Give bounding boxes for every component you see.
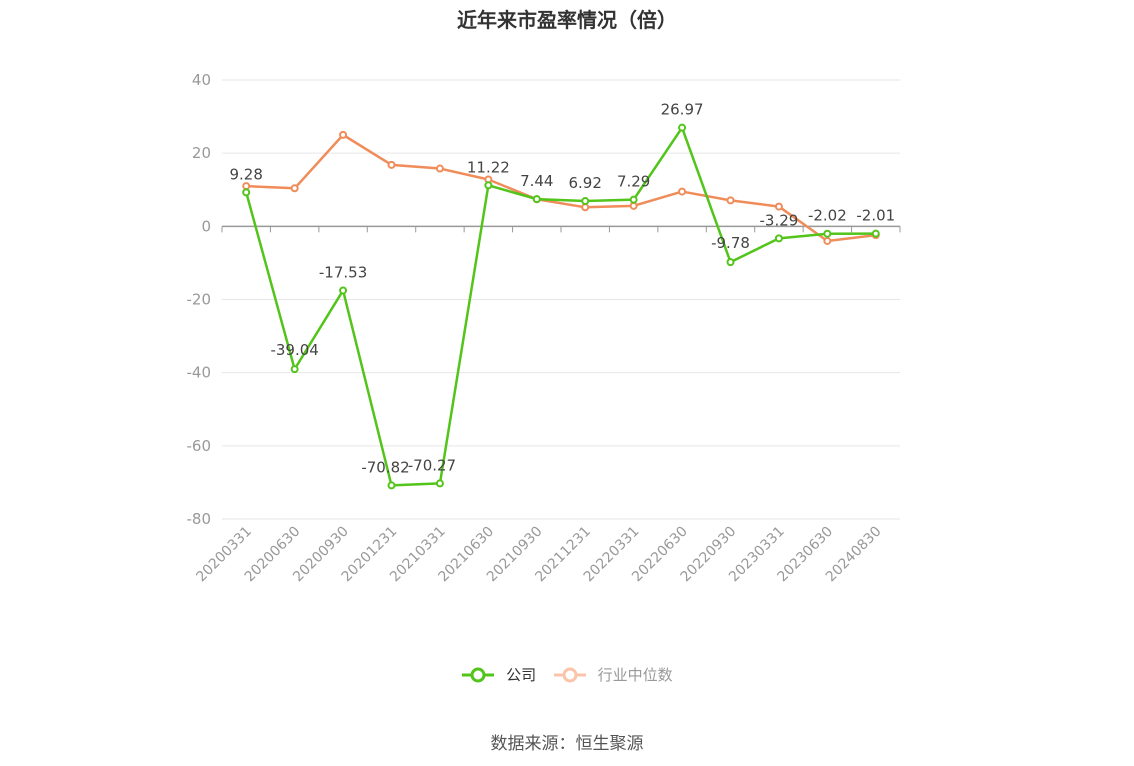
legend-swatch-company	[462, 667, 495, 682]
legend-swatch-industry-median	[553, 667, 586, 682]
y-tick-label: 40	[192, 71, 211, 89]
series-line-industry-median	[246, 133, 876, 243]
data-label: -39.04	[270, 341, 318, 359]
data-label: -9.78	[711, 234, 750, 252]
data-point-industry-median	[387, 160, 396, 169]
data-point-industry-median	[339, 130, 348, 139]
data-label: 26.97	[661, 101, 704, 119]
y-tick-label: -40	[187, 364, 212, 382]
legend-item-industry-median[interactable]: 行业中位数	[553, 664, 673, 685]
data-point-industry-median	[581, 203, 590, 212]
y-tick-label: -20	[187, 291, 212, 309]
legend-label-industry-median: 行业中位数	[597, 666, 673, 684]
series-line-company	[245, 126, 876, 487]
data-point-company	[871, 229, 880, 238]
data-point-industry-median	[678, 187, 687, 196]
data-point-company	[339, 286, 348, 295]
data-label: 7.44	[520, 172, 553, 190]
data-point-company	[290, 365, 299, 374]
data-point-company	[484, 181, 493, 190]
legend-item-company[interactable]: 公司	[461, 664, 536, 685]
legend-label-company: 公司	[506, 666, 537, 684]
legend: 公司 行业中位数	[0, 664, 1134, 685]
data-label: 7.29	[617, 173, 650, 191]
data-label: -17.53	[319, 263, 367, 281]
data-label: -2.02	[808, 207, 847, 225]
data-point-industry-median	[774, 202, 783, 211]
data-label: -3.29	[760, 211, 799, 229]
data-point-company	[435, 479, 444, 488]
data-point-industry-median	[629, 201, 638, 210]
data-label: 9.28	[230, 165, 263, 183]
y-tick-label: -80	[187, 510, 212, 528]
data-point-industry-median	[290, 184, 299, 193]
data-label: -70.82	[361, 458, 409, 476]
source-note: 数据来源：恒生聚源	[490, 734, 644, 754]
data-label: -70.27	[408, 456, 456, 474]
data-label: 11.22	[467, 158, 510, 176]
y-tick-label: -60	[187, 437, 212, 455]
data-point-company	[823, 229, 832, 238]
data-point-company	[581, 197, 590, 206]
data-point-industry-median	[242, 182, 251, 191]
data-point-industry-median	[435, 164, 444, 173]
y-tick-label: 20	[192, 144, 211, 162]
data-point-company	[387, 481, 396, 490]
chart-title: 近年来市盈率情况（倍）	[457, 8, 677, 32]
data-label: 6.92	[569, 174, 602, 192]
data-point-company	[774, 234, 783, 243]
y-tick-label: 0	[201, 217, 211, 235]
data-label: -2.01	[856, 207, 895, 225]
data-point-company	[678, 123, 687, 132]
data-point-industry-median	[823, 236, 832, 245]
data-point-company	[242, 188, 251, 197]
line-chart: 40200-20-40-60-8020200331202006302020093…	[187, 71, 901, 585]
data-point-industry-median	[726, 196, 735, 205]
data-point-company	[726, 258, 735, 267]
data-point-company	[629, 195, 638, 204]
data-point-company	[532, 195, 541, 204]
